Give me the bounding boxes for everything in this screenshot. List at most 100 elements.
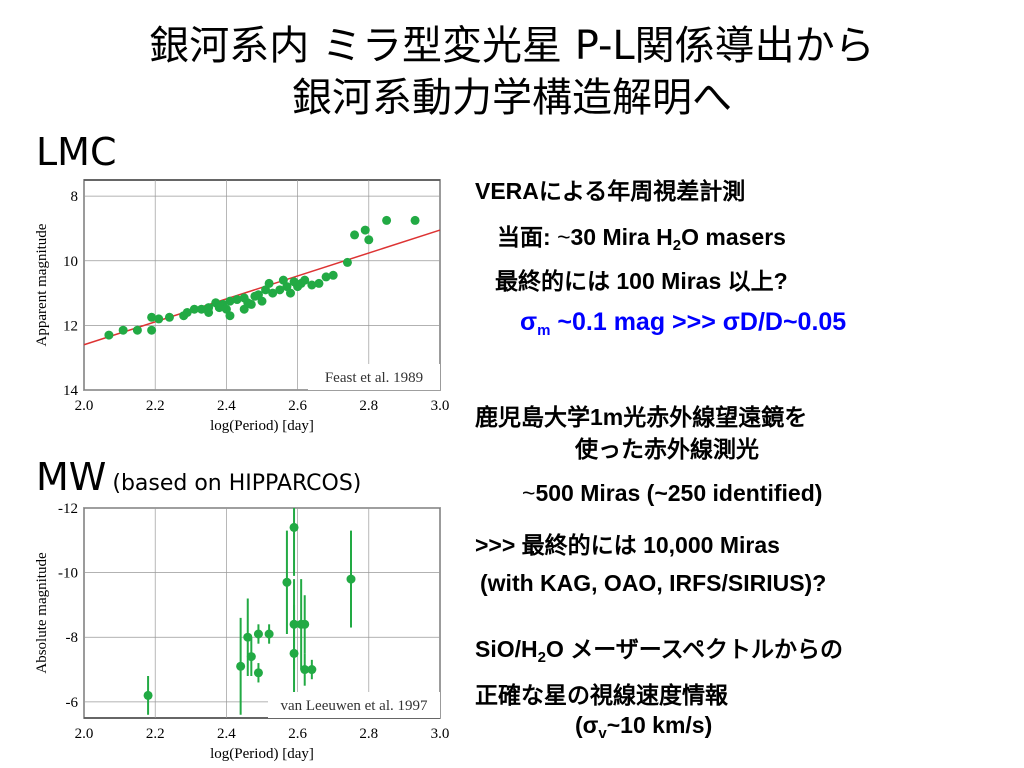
- data-point: [307, 280, 317, 290]
- data-point: [300, 619, 310, 629]
- x-tick-label: 2.6: [288, 398, 307, 414]
- data-point: [321, 272, 331, 282]
- data-point: [285, 288, 295, 298]
- x-tick-label: 3.0: [431, 398, 450, 414]
- data-point: [328, 270, 338, 280]
- data-point: [350, 230, 360, 240]
- y-tick-label: 8: [71, 189, 79, 205]
- data-point: [278, 275, 288, 285]
- current-maser-count: 当面: ~30 Mira H2O masers: [497, 218, 786, 254]
- annotation-box: [268, 692, 440, 718]
- data-point: [118, 325, 128, 335]
- data-point: [232, 295, 242, 305]
- data-point: [264, 629, 274, 639]
- lmc-pl-chart: 2.0 2.2 2.4 2.6 2.8 3.0 8 10 12 14 log(Period) [da…: [34, 179, 450, 434]
- data-point: [342, 257, 352, 267]
- x-tick-label: 2.4: [217, 726, 236, 742]
- data-point: [239, 304, 249, 314]
- current-prefix: 当面:: [497, 224, 558, 250]
- sio-spectrum-line: SiO/H2O メーザースペクトルからの: [475, 630, 843, 666]
- data-point: [164, 312, 174, 322]
- data-point: [275, 285, 285, 295]
- data-point: [300, 665, 310, 675]
- data-point: [196, 304, 206, 314]
- mw-pl-chart: 2.0 2.2 2.4 2.6 2.8 3.0 -12 -10 -8 -6 log(Period) …: [34, 501, 450, 762]
- data-point: [268, 288, 278, 298]
- slide-title-line-2: 銀河系動力学構造解明へ: [292, 75, 732, 121]
- y-tick-label: -12: [58, 501, 78, 517]
- data-point: [257, 296, 267, 306]
- kagoshima-line-2: 使った赤外線測光: [575, 436, 759, 462]
- y-axis-label: Absolute magnitude: [34, 552, 50, 674]
- data-point: [253, 629, 263, 639]
- data-point: [236, 661, 246, 671]
- source-annotation: van Leeuwen et al. 1997: [280, 698, 428, 714]
- h2-subscript: 2: [672, 237, 682, 254]
- data-point: [225, 311, 235, 321]
- sigma-symbol: σ: [520, 308, 538, 336]
- y-tick-label: -8: [66, 630, 79, 646]
- sigmav-subscript: v: [598, 725, 607, 742]
- data-point: [289, 522, 299, 532]
- data-point: [154, 314, 164, 324]
- slide-title-line-1: 銀河系内 ミラ型変光星 P-L関係導出から: [149, 23, 875, 69]
- lmc-label: LMC: [36, 130, 117, 174]
- data-point: [246, 299, 256, 309]
- annotation-box: [308, 364, 440, 390]
- x-tick-label: 2.2: [146, 398, 165, 414]
- x-tick-label: 2.2: [146, 726, 165, 742]
- data-point: [364, 235, 374, 245]
- y-tick-label: 10: [63, 254, 78, 270]
- telescope-list: (with KAG, OAO, IRFS/SIRIUS)?: [480, 570, 827, 596]
- data-point: [225, 296, 235, 306]
- y-tick-label: -6: [66, 695, 79, 711]
- final-mira-count: 最終的には 100 Miras 以上?: [495, 268, 788, 294]
- data-point: [382, 215, 392, 225]
- vera-heading: VERAによる年周視差計測: [475, 178, 746, 204]
- data-point: [147, 312, 157, 322]
- data-point: [282, 577, 292, 587]
- final-photometry-count: >>> 最終的には 10,000 Miras: [475, 532, 780, 558]
- source-annotation: Feast et al. 1989: [325, 370, 423, 386]
- sio-rest: O メーザースペクトルからの: [545, 636, 844, 662]
- x-axis-label: log(Period) [day]: [210, 418, 314, 434]
- plot-frame: [83, 507, 441, 719]
- data-point: [189, 304, 199, 314]
- data-point: [132, 325, 142, 335]
- data-point: [289, 277, 299, 287]
- mw-note: (based on HIPPARCOS): [112, 471, 362, 496]
- count-text: 500 Miras (~250 identified): [535, 480, 823, 506]
- data-point: [182, 307, 192, 317]
- sigma-rest: ~0.1 mag >>> σD/D~0.05: [550, 308, 847, 336]
- x-tick-label: 2.0: [75, 398, 94, 414]
- tilde-2: ~: [522, 480, 536, 506]
- data-point: [346, 574, 356, 584]
- data-point: [300, 275, 310, 285]
- y-tick-label: -10: [58, 566, 78, 582]
- data-point: [214, 303, 224, 313]
- data-point: [243, 632, 253, 642]
- kagoshima-line-1: 鹿児島大学1m光赤外線望遠鏡を: [475, 404, 808, 430]
- data-point: [253, 668, 263, 678]
- y-axis-label: Apparent magnitude: [34, 223, 50, 346]
- data-point: [307, 665, 317, 675]
- x-tick-label: 3.0: [431, 726, 450, 742]
- sio-subscript: 2: [537, 649, 546, 666]
- data-point: [289, 648, 299, 658]
- data-point: [104, 330, 114, 340]
- current-tail: O masers: [681, 224, 786, 250]
- radial-velocity-line: 正確な星の視線速度情報: [475, 682, 728, 708]
- x-tick-label: 2.4: [217, 398, 236, 414]
- x-tick-label: 2.8: [359, 726, 378, 742]
- x-tick-label: 2.8: [359, 398, 378, 414]
- y-tick-label: 14: [63, 383, 79, 399]
- x-tick-label: 2.0: [75, 726, 94, 742]
- data-point: [410, 215, 420, 225]
- mira-photometry-count: ~500 Miras (~250 identified): [522, 480, 822, 507]
- data-point: [246, 652, 256, 662]
- x-axis-label: log(Period) [day]: [210, 746, 314, 762]
- sigma-accuracy: σm ~0.1 mag >>> σD/D~0.05: [520, 308, 846, 339]
- data-point: [143, 690, 153, 700]
- y-tick-label: 12: [63, 318, 78, 334]
- x-tick-label: 2.6: [288, 726, 307, 742]
